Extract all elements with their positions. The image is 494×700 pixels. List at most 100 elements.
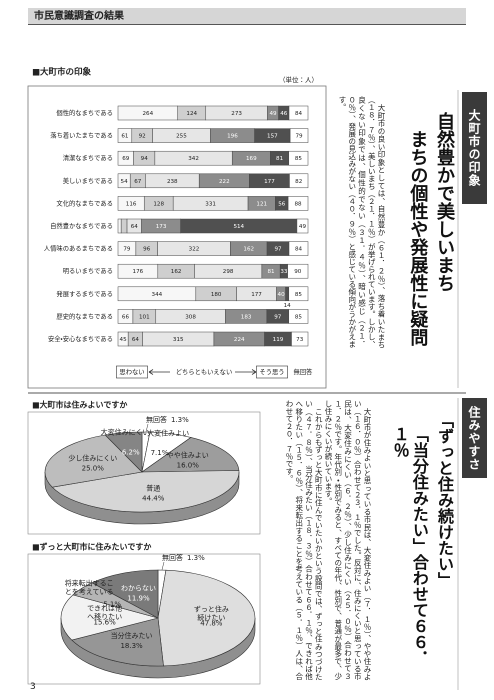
value-label: 85 <box>295 314 303 320</box>
headline-line: 「ずっと住み続けたい」 <box>435 412 454 588</box>
value-label: 124 <box>186 111 197 117</box>
value-label: 54 <box>121 179 129 185</box>
chart-title: ■大町市の印象 <box>32 67 92 78</box>
page-header: 市民意識調査の結果 <box>28 8 466 25</box>
slice-name: 無回答 <box>162 553 183 562</box>
chart-title: ■大町市は住みよいですか <box>32 400 127 410</box>
bar-segment <box>288 241 309 256</box>
value-label: 64 <box>131 224 139 230</box>
value-label: 40 <box>278 292 286 298</box>
value-label: 96 <box>143 247 151 253</box>
legend-arrow <box>235 369 257 375</box>
value-label: 94 <box>141 156 149 162</box>
slice-name: 普通 <box>146 483 160 492</box>
value-label: 84 <box>295 247 303 253</box>
headline-line: 「当分住みたい」合わせて６６．１％ <box>390 426 429 666</box>
value-label: 344 <box>152 292 163 298</box>
value-label: 177 <box>251 292 262 298</box>
pie-slice <box>91 569 159 619</box>
value-label: 92 <box>139 134 146 140</box>
legend-box <box>116 365 148 379</box>
value-label: 45 <box>120 337 128 343</box>
category-label: 安全・安心なまちである <box>48 334 113 343</box>
value-label: 79 <box>296 134 304 140</box>
slice-name: 当分住みたい <box>111 631 153 640</box>
bar-segment <box>287 196 309 211</box>
value-label: 46 <box>280 111 288 117</box>
value-label: 222 <box>219 179 230 185</box>
value-label: 298 <box>223 269 234 275</box>
value-label: 79 <box>123 247 131 253</box>
legend-label: そう思う <box>259 368 284 376</box>
bar-segment <box>287 263 309 279</box>
body-text: 大町市の良い印象としては、自然豊か（６１．２％）、落ち着いたまち（１８．７％）、… <box>332 96 386 348</box>
paragraph: これからもずっと大町市に住んでいたいかという設問では、ずっと住みつづけたい（４７… <box>285 400 324 680</box>
paragraph: 大町市が住みよいと思っている市民は、大変住みよい（７．１％）、やや住みよい（１６… <box>324 400 372 680</box>
slice-name: わからない <box>121 584 156 592</box>
category-label: 発展するまちである <box>56 289 113 298</box>
value-label: 67 <box>134 179 142 185</box>
value-label: 116 <box>126 201 137 207</box>
bar-segment <box>291 331 309 347</box>
value-label: 196 <box>227 134 238 140</box>
value-label: 180 <box>211 292 222 298</box>
slice-name: 大変住みよい <box>147 429 189 438</box>
category-label: 歴史的なまちである <box>56 311 113 320</box>
bar-segment <box>288 309 309 324</box>
value-label: 322 <box>189 247 200 253</box>
category-label: 文化的なまちである <box>56 198 113 207</box>
value-label: 183 <box>241 314 252 320</box>
value-label: 162 <box>171 269 182 275</box>
pie-slice <box>60 594 160 641</box>
body-text: 大町市が住みよいと思っている市民は、大変住みよい（７．１％）、やや住みよい（１６… <box>262 400 372 680</box>
paragraph: 大町市の良い印象としては、自然豊か（６１．２％）、落ち着いたまち（１８．７％）、… <box>338 96 386 348</box>
value-label: 162 <box>243 247 254 253</box>
value-label: 331 <box>205 201 216 207</box>
pie-slice <box>71 617 164 667</box>
value-label: 85 <box>295 156 303 162</box>
value-label: 101 <box>139 314 150 320</box>
slice-value: 7.1% <box>151 449 169 457</box>
slice-name: ずっと住み続けたい <box>194 604 229 622</box>
value-label: 33 <box>280 269 288 275</box>
bar-segment <box>288 105 309 121</box>
value-label: 177 <box>264 179 275 185</box>
slice-value: 15.6% <box>94 619 117 627</box>
slice-name: やや住みよい <box>167 451 209 460</box>
value-label: 82 <box>295 179 302 185</box>
value-label: 308 <box>185 314 196 320</box>
leader-line <box>161 561 165 571</box>
category-label: 個性的なまちである <box>56 108 113 117</box>
headline: 「ずっと住み続けたい」 「当分住みたい」合わせて６６．１％ <box>376 412 454 684</box>
slice-name: 将来転出することを考えている <box>65 578 114 596</box>
value-label: 81 <box>267 269 275 275</box>
value-label: 238 <box>167 179 178 185</box>
legend-label: 無回答 <box>294 367 314 376</box>
pie-slice <box>51 470 240 513</box>
slice-name: できれば他へ移りたい <box>87 604 122 622</box>
value-label: 61 <box>121 134 129 140</box>
legend-label: 思わない <box>119 368 144 376</box>
bar-segment <box>288 286 309 302</box>
value-label: 169 <box>246 156 257 162</box>
category-label: 明るいまちである <box>63 267 113 275</box>
value-label: 224 <box>234 337 245 343</box>
slice-name: 無回答 <box>146 415 167 424</box>
value-label: 81 <box>276 156 284 162</box>
value-label: 85 <box>295 292 303 298</box>
chart-frame <box>27 553 261 685</box>
pie-slice <box>104 431 143 473</box>
slice-name: 大変住みにくい <box>101 428 150 437</box>
chart-title: ■ずっと大町市に住みたいですか <box>32 542 151 552</box>
value-label: 119 <box>273 337 284 343</box>
slice-value: 5.1% <box>103 600 121 608</box>
slice-name: 少し住みにくい <box>68 454 117 463</box>
category-label: 清潔なまちである <box>63 153 113 162</box>
legend-label: どちらともいえない <box>176 368 233 376</box>
value-label: 514 <box>233 224 244 230</box>
bar-segment <box>296 218 309 234</box>
value-label: 273 <box>231 111 242 117</box>
value-label: 255 <box>176 134 187 140</box>
slice-value: 47.8% <box>200 619 223 627</box>
